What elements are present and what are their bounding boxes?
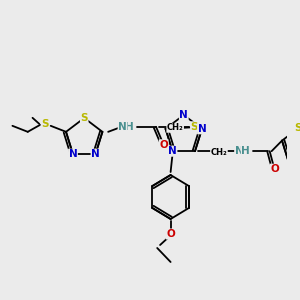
Text: N: N — [168, 146, 177, 156]
Text: CH₂: CH₂ — [167, 123, 184, 132]
Text: O: O — [159, 140, 168, 150]
Text: S: S — [190, 122, 198, 132]
Text: S: S — [80, 113, 88, 123]
Text: O: O — [166, 229, 175, 239]
Text: N: N — [235, 146, 243, 156]
Text: N: N — [91, 149, 100, 159]
Text: H: H — [125, 122, 134, 132]
Text: S: S — [295, 123, 300, 133]
Text: N: N — [179, 110, 188, 120]
Text: N: N — [118, 122, 127, 132]
Text: CH₂: CH₂ — [211, 148, 227, 157]
Text: S: S — [41, 119, 49, 129]
Text: N: N — [198, 124, 206, 134]
Text: N: N — [69, 149, 77, 159]
Text: H: H — [242, 146, 250, 156]
Text: O: O — [270, 164, 279, 174]
